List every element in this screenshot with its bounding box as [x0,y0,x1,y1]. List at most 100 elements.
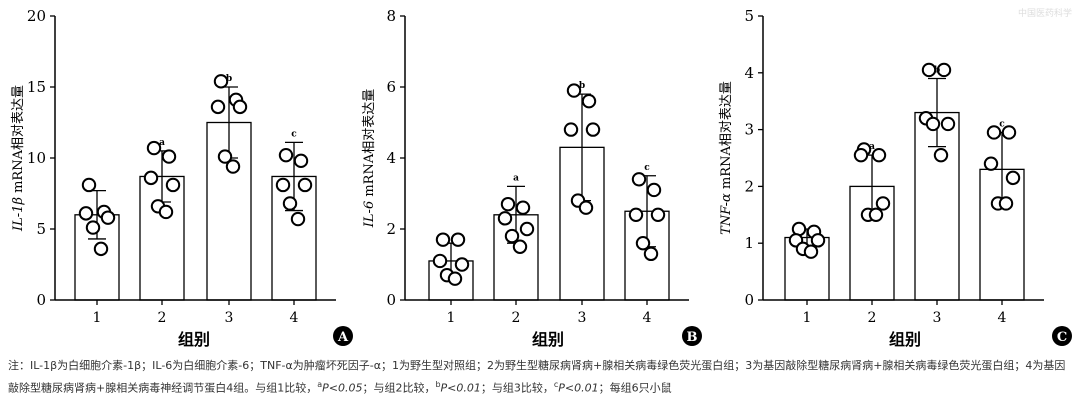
x-tick-label: 2 [512,310,521,326]
note-mid-1: ；与组2比较， [362,381,436,395]
y-axis-title-italic: TNF-α [719,193,734,235]
data-point [275,177,291,193]
panel-c: a b c 0 1 2 3 4 5 1 2 3 4 组别 TNF-α mRNA相对表达量 C [719,7,1072,349]
panel-a: a b c 0 5 10 15 20 1 2 3 4 组别 IL-1β mRNA相对表达量 A [11,7,353,349]
y-tick-label: 4 [744,64,754,82]
data-point [933,147,949,163]
data-point [165,177,181,193]
y-tick-label: 1 [744,234,754,252]
x-axis-title: 组别 [532,330,564,349]
data-point [213,74,229,89]
data-point [643,246,659,262]
y-axis-title-text: mRNA相对表达量 [719,81,734,193]
data-point [635,236,651,251]
y-axis-title-italic: IL-6 [362,201,377,228]
data-point [566,83,582,98]
note-sup-b: b [435,380,441,389]
significance-label: a [869,142,875,152]
data-point [293,153,309,169]
y-axis-title: IL-1β mRNA相对表达量 [11,85,26,232]
y-axis-title-text: mRNA相对表达量 [362,89,377,201]
y-tick-label: 0 [386,291,396,309]
data-point [278,147,294,163]
x-tick-label: 2 [158,310,167,326]
significance-label: b [226,74,232,84]
data-point [631,172,647,187]
x-tick-label: 4 [643,310,652,326]
panel-badge-label: C [1057,330,1067,345]
x-tick-label: 2 [868,310,877,326]
data-point [925,116,941,132]
y-tick-label: 8 [386,7,396,25]
data-point [225,159,241,174]
data-point [232,99,248,115]
data-point [585,122,601,137]
y-tick-label: 6 [386,78,396,96]
figure-note: 注：IL-1β为白细胞介素-1β；IL-6为白细胞介素-6；TNF-α为肿瘤坏死… [8,356,1072,398]
data-point [563,122,579,137]
y-axis-title-text: mRNA相对表达量 [11,85,26,197]
y-tick-label: 10 [27,149,46,167]
data-point [578,200,594,215]
data-point [650,207,666,223]
data-point [875,196,891,211]
data-point [93,241,109,257]
data-point [940,116,956,132]
significance-label: c [999,119,1005,129]
x-tick-label: 1 [447,310,456,326]
data-point [646,182,662,198]
data-point [803,244,819,259]
panel-badge [333,326,353,346]
data-point [500,196,516,212]
data-point [217,149,233,164]
y-axis-title-italic: IL-1β [11,197,26,232]
data-point [100,210,116,225]
data-point [85,220,101,235]
panel-badge-label: A [337,330,349,345]
data-point [282,196,298,211]
watermark-text: 中国医药科学 [1017,9,1072,19]
data-point [519,221,535,237]
significance-label: a [159,138,165,148]
panel-b: a b c 0 2 4 6 8 1 2 3 4 组别 IL-6 mRNA相对表达量 B [362,7,702,349]
data-point [447,271,463,286]
x-axis-title: 组别 [889,330,921,349]
x-tick-label: 3 [933,310,942,326]
data-point [454,257,470,272]
panel-badge-label: B [687,330,698,345]
data-point [810,233,826,248]
x-tick-label: 4 [998,310,1007,326]
y-axis-title: IL-6 mRNA相对表达量 [362,89,377,228]
significance-label: b [934,65,940,75]
x-axis-title: 组别 [178,330,210,349]
data-point [143,170,159,186]
note-sup-c: c [553,380,559,389]
data-point [936,62,952,78]
data-point [986,125,1002,140]
significance-label: c [291,129,297,139]
x-tick-label: 4 [290,310,299,326]
note-sup-a: a [317,380,323,389]
x-tick-label: 1 [803,310,812,326]
significance-label: c [644,163,650,173]
panel-badge [1052,326,1072,346]
data-point [210,99,226,115]
data-point [435,232,451,247]
panel-badge [682,326,702,346]
y-tick-label: 3 [744,121,754,139]
y-tick-label: 5 [744,7,754,25]
note-p-c: P<0.01 [558,381,599,395]
data-point [628,207,644,223]
y-tick-label: 2 [386,220,396,238]
data-point [78,206,94,221]
data-point [450,232,466,247]
x-tick-label: 3 [225,310,234,326]
data-point [871,147,887,163]
data-point [515,200,531,215]
y-tick-label: 15 [27,78,46,96]
note-suffix: ；每组6只小鼠 [598,381,672,395]
data-point [497,211,513,226]
data-point [81,177,97,193]
y-tick-label: 0 [744,291,754,309]
